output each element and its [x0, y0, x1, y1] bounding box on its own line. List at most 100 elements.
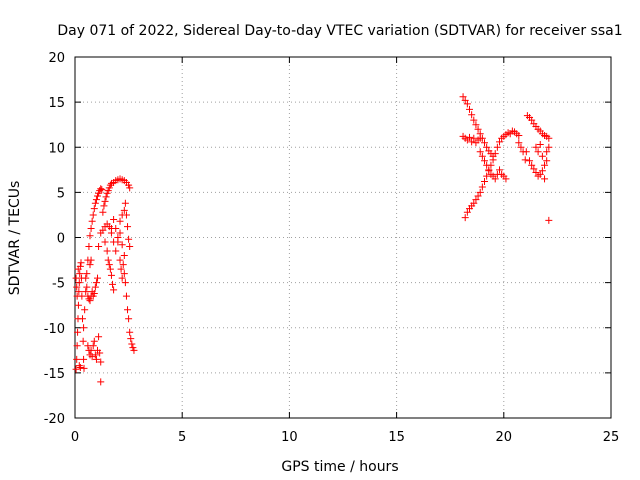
data-point [468, 138, 476, 146]
data-point [493, 143, 501, 151]
data-point [112, 224, 120, 232]
data-point [91, 199, 99, 207]
data-point [114, 234, 122, 241]
data-point [461, 214, 469, 222]
data-point [126, 184, 134, 192]
data-point [481, 178, 489, 186]
data-point [110, 286, 118, 294]
data-point [89, 342, 97, 350]
data-point [463, 100, 471, 108]
data-point [485, 166, 493, 174]
data-point [532, 169, 540, 177]
data-point [101, 197, 109, 205]
data-point [120, 270, 128, 278]
data-point [474, 125, 482, 133]
data-point [545, 216, 553, 224]
data-point [459, 93, 467, 101]
data-point [125, 235, 133, 243]
data-point [496, 166, 504, 174]
data-point [130, 346, 138, 354]
data-point [97, 358, 105, 366]
data-point [99, 208, 107, 216]
data-point [122, 292, 130, 300]
data-point [103, 247, 111, 255]
data-point [463, 208, 471, 216]
data-point [91, 283, 99, 291]
y-axis-label: SDTVAR / TECUs [7, 181, 23, 296]
chart-title: Day 071 of 2022, Sidereal Day-to-day VTE… [57, 23, 622, 39]
data-point [465, 105, 473, 113]
data-point [526, 157, 534, 165]
data-point [87, 346, 95, 354]
data-point [101, 238, 109, 246]
data-point [80, 324, 88, 332]
data-point [515, 139, 523, 147]
data-point [545, 134, 553, 142]
x-tick-label: 10 [281, 430, 298, 445]
data-point [116, 256, 124, 264]
data-point [121, 279, 129, 287]
data-point [528, 116, 536, 124]
data-point [532, 143, 540, 151]
data-point [72, 365, 80, 373]
data-point [82, 274, 90, 282]
axis-ticks: 0 5 10 15 20 25 -20 -15 -10 -5 0 5 10 15 20 [44, 51, 620, 445]
data-point [530, 165, 538, 173]
data-point [528, 161, 536, 169]
data-point [73, 342, 81, 350]
data-point [472, 196, 480, 204]
x-tick-label: 0 [71, 430, 79, 445]
y-tick-label: 10 [48, 141, 65, 156]
data-point [83, 270, 91, 278]
data-point [75, 288, 83, 296]
data-point [106, 265, 114, 273]
data-point [118, 274, 126, 282]
data-point [127, 335, 135, 343]
data-point [80, 355, 88, 363]
data-point [496, 138, 504, 146]
data-point [118, 241, 126, 249]
data-point [91, 351, 99, 359]
data-point [88, 217, 96, 225]
data-point [109, 280, 117, 288]
data-point [117, 265, 125, 273]
data-point [74, 328, 82, 336]
data-point [122, 211, 130, 219]
data-point [72, 274, 80, 282]
data-point [112, 247, 120, 255]
data-point [80, 364, 88, 372]
data-point [120, 252, 128, 260]
data-point [476, 148, 484, 156]
data-point [468, 111, 476, 119]
data-point [86, 232, 94, 240]
data-point [491, 150, 499, 158]
data-point [126, 328, 134, 336]
grid [75, 57, 611, 418]
data-point [502, 175, 510, 183]
data-point [102, 193, 110, 201]
data-point [536, 170, 544, 178]
data-point [95, 333, 103, 341]
y-tick-label: -15 [44, 367, 65, 382]
x-axis-label: GPS time / hours [281, 459, 398, 475]
data-point [461, 96, 469, 104]
data-point [82, 288, 90, 296]
data-point [73, 355, 81, 363]
data-point [81, 306, 89, 314]
data-point [515, 132, 523, 140]
data-point [73, 283, 81, 291]
data-point [119, 261, 127, 269]
x-tick-label: 20 [496, 430, 513, 445]
data-points [72, 93, 553, 386]
y-tick-label: 15 [48, 96, 65, 111]
data-point [74, 265, 82, 273]
data-point [75, 362, 83, 370]
data-point [483, 172, 491, 180]
data-point [83, 283, 91, 291]
data-point [88, 353, 96, 361]
data-point [472, 121, 480, 129]
data-point [116, 229, 124, 237]
data-point [541, 161, 549, 169]
data-point [76, 270, 84, 278]
data-point [538, 152, 546, 160]
